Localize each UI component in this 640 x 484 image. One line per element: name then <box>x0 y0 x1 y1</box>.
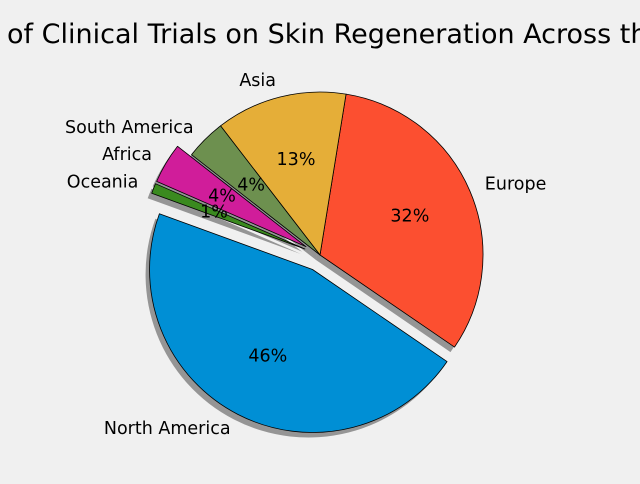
pie-slice-asia <box>220 91 347 256</box>
chart-title: Number of Clinical Trials on Skin Regene… <box>0 19 640 50</box>
pie-slice-south-america <box>191 125 321 256</box>
pie-slice-north-america <box>149 213 448 433</box>
label-layer: North America 46% Europe 32% Asia 13% South Am… <box>65 71 546 439</box>
category-label-south-america: South America <box>65 118 194 138</box>
category-label-oceania: Oceania <box>67 172 139 192</box>
category-label-north-america: North America <box>104 419 231 439</box>
percent-label-africa: 4% <box>208 187 236 207</box>
percent-label-north-america: 46% <box>248 346 287 366</box>
percent-label-europe: 32% <box>390 206 429 226</box>
percent-label-asia: 13% <box>277 150 316 170</box>
percent-label-oceania: 1% <box>200 203 228 223</box>
category-label-asia: Asia <box>239 71 276 91</box>
percent-label-south-america: 4% <box>237 176 265 196</box>
pie-slice-africa <box>156 145 307 248</box>
pie-slice-europe <box>319 93 484 348</box>
pie-slice-oceania <box>151 183 306 250</box>
category-label-africa: Africa <box>102 145 152 165</box>
category-label-europe: Europe <box>485 174 547 194</box>
slice-layer <box>149 91 484 433</box>
